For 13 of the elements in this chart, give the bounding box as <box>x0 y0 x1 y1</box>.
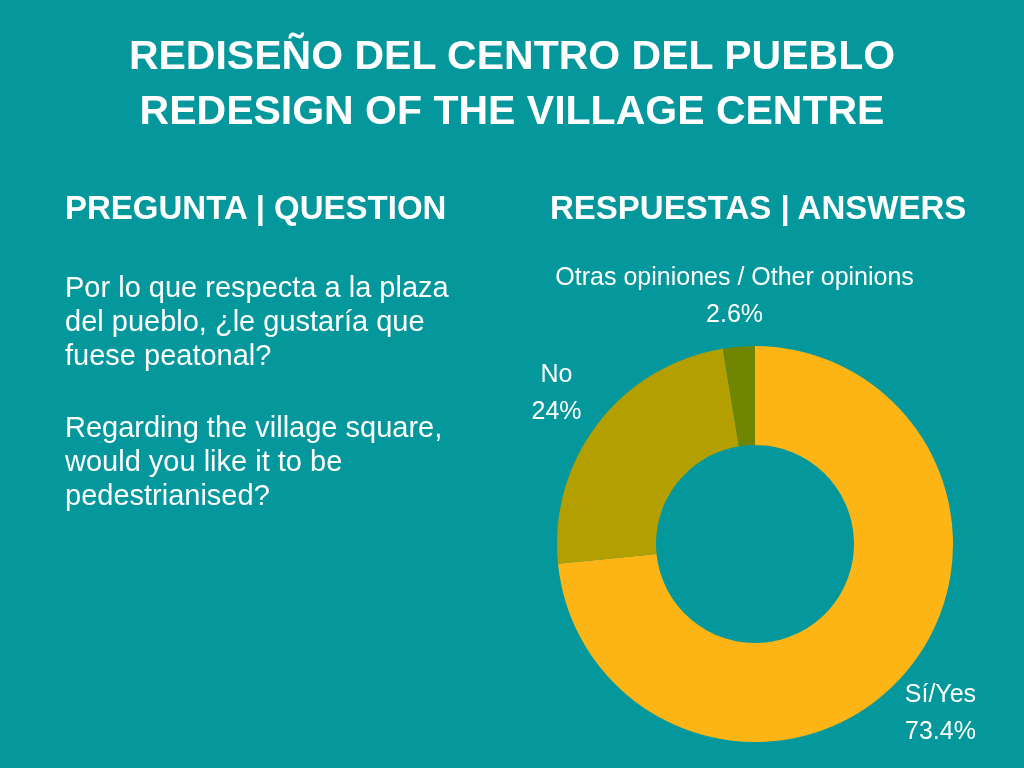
chart-title: REDISEÑO DEL CENTRO DEL PUEBLO <box>128 32 896 78</box>
text: RESPUESTAS | ANSWERS <box>550 189 967 226</box>
slice-label: Sí/Yes <box>904 678 977 707</box>
text: Regarding the village square, would you like it to be pedestrianised? <box>64 411 443 511</box>
donut-slice <box>722 346 755 447</box>
data-label: 2.6% <box>706 298 764 327</box>
chart-subtitle: REDESIGN OF THE VILLAGE CENTRE <box>139 87 885 133</box>
slice-label: Otras opiniones / Other opinions <box>555 261 914 290</box>
slice-label: No <box>540 359 573 388</box>
text: Por lo que respecta a la plaza del pueblo, ¿le gustaría que fuese peatonal? <box>65 271 450 371</box>
data-label: 24% <box>531 396 582 425</box>
text: PREGUNTA | QUESTION <box>65 189 447 226</box>
data-label: 73.4% <box>904 715 976 744</box>
